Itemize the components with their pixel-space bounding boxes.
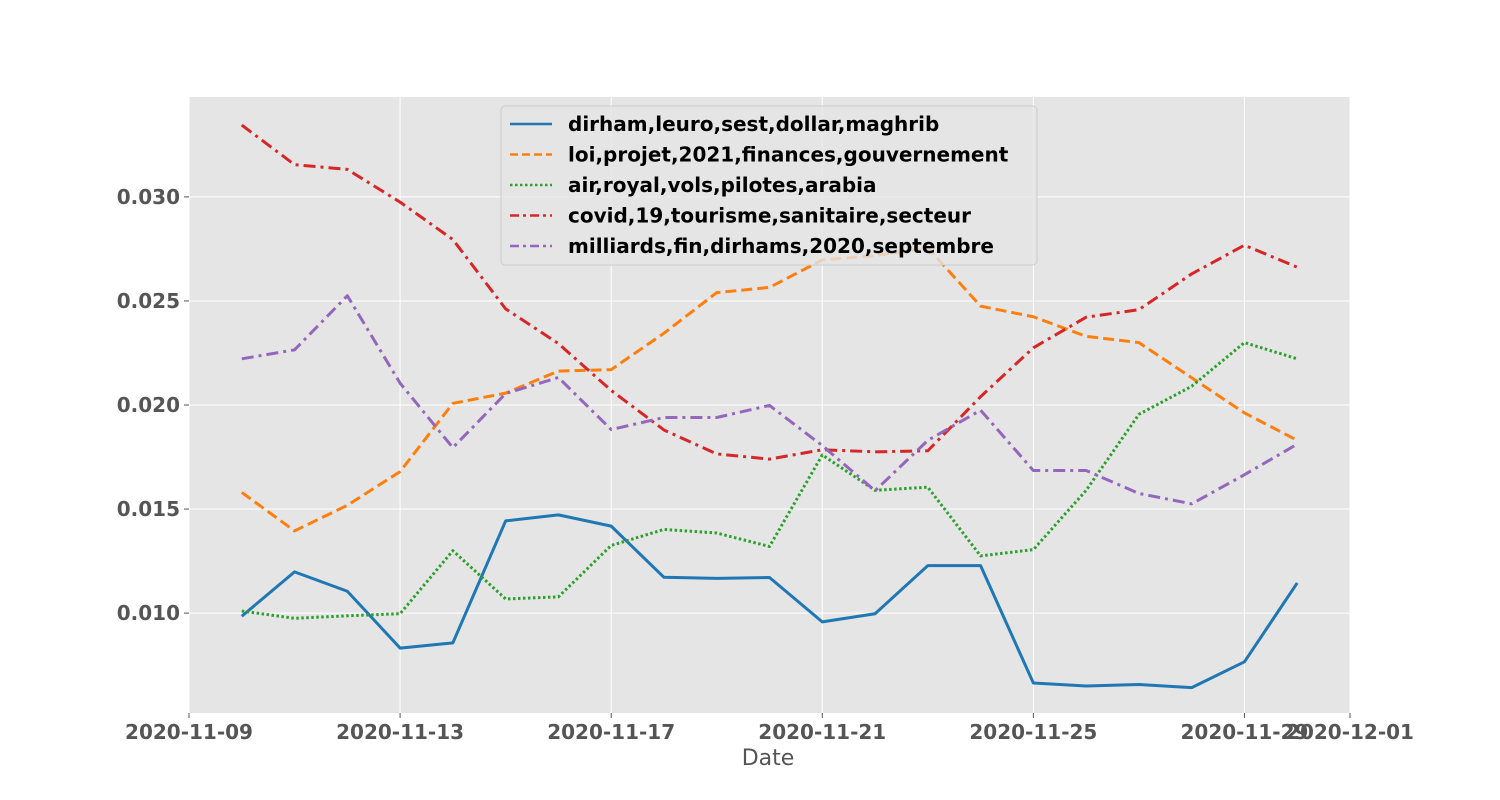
axis-ticks: 2020-11-09 2020-11-13 2020-11-17 2020-11-21… [117,185,1414,744]
y-tick-label: 0.025 [117,289,180,313]
x-tick-label: 2020-11-29 [1180,720,1308,744]
x-tick-label: 2020-11-13 [336,720,464,744]
x-axis-title: Date [742,746,795,771]
y-tick-label: 0.010 [117,601,180,625]
series-line-5 [241,294,1298,506]
series-line-4 [240,123,1298,461]
series-line-3 [241,341,1298,620]
legend-label: loi,projet,2021,finances,gouvernement [568,143,1009,167]
y-tick-label: 0.015 [117,497,180,521]
legend-label: dirham,leuro,sest,dollar,maghrib [568,112,939,136]
x-tick-label: 2020-11-17 [547,720,675,744]
y-tick-label: 0.030 [117,185,180,209]
series-line-2 [240,246,1298,533]
series-lines [240,123,1299,690]
series-line-1 [240,513,1299,690]
x-tick-label: 2020-11-09 [125,720,253,744]
x-tick-label: 2020-11-25 [969,720,1097,744]
legend-label: air,royal,vols,pilotes,arabia [568,173,877,197]
legend-label: covid,19,tourisme,sanitaire,secteur [568,204,971,228]
legend-label: milliards,fin,dirhams,2020,septembre [568,234,994,258]
x-tick-label: 2020-12-01 [1286,720,1414,744]
legend: dirham,leuro,sest,dollar,maghrib loi,proj… [500,105,1038,266]
legend-box [500,105,1038,266]
y-tick-label: 0.020 [117,393,180,417]
x-tick-label: 2020-11-21 [758,720,886,744]
